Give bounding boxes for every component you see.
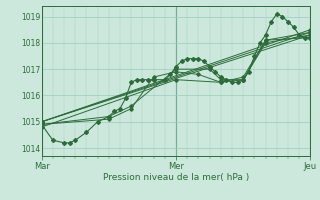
X-axis label: Pression niveau de la mer( hPa ): Pression niveau de la mer( hPa ) — [103, 173, 249, 182]
